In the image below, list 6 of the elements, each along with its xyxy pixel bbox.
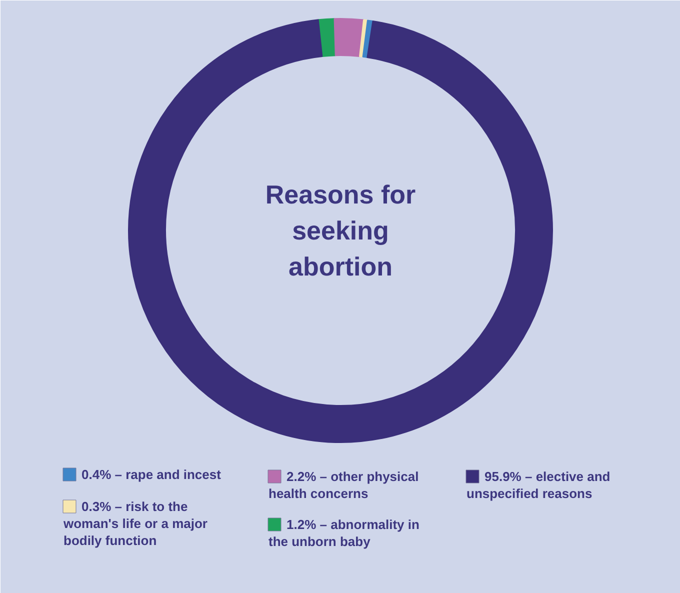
legend-label: 1.2% – abnormality in the unborn baby [268,517,420,549]
legend-label: 0.3% – risk to the woman's life or a major bodily function [62,499,208,548]
legend-label: 0.4% – rape and incest [82,467,222,482]
legend-label: 95.9% – elective and unspecified reasons [466,469,610,501]
legend-label: 2.2% – other physical health concerns [268,469,419,501]
text: Reasons for seeking abortion [265,180,416,282]
